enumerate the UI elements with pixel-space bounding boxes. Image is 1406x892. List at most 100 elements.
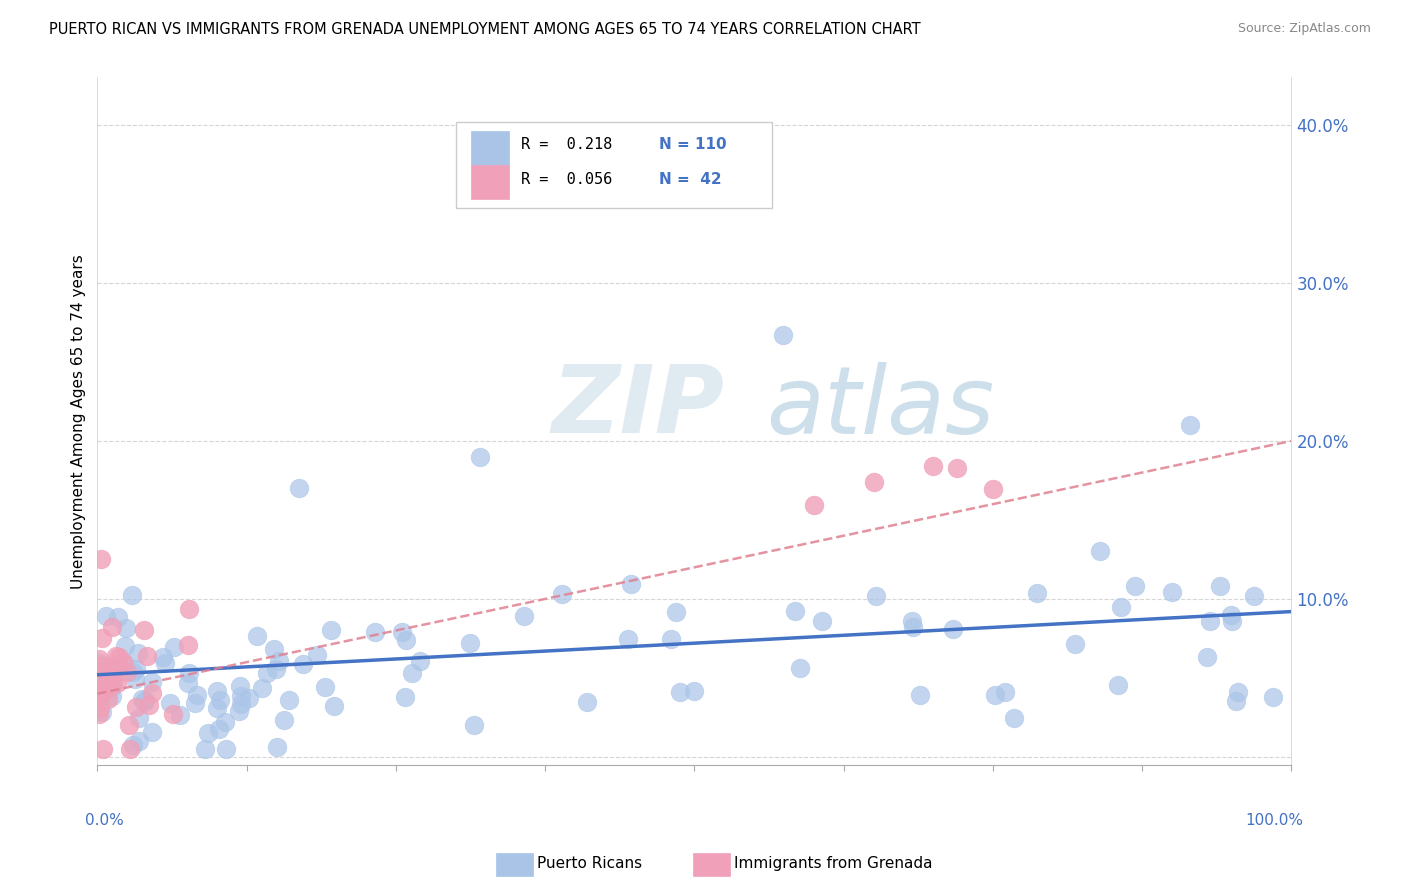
Point bbox=[513, 608, 536, 623]
Point bbox=[121, 588, 143, 602]
Point bbox=[250, 681, 273, 695]
Point bbox=[238, 691, 260, 706]
Point bbox=[89, 706, 111, 721]
Point bbox=[87, 670, 110, 684]
Point bbox=[1243, 589, 1265, 603]
Point bbox=[617, 632, 640, 646]
Point bbox=[994, 685, 1017, 699]
Point bbox=[214, 714, 236, 729]
Point bbox=[134, 693, 156, 707]
Point bbox=[208, 722, 231, 736]
Point bbox=[90, 658, 112, 673]
Point bbox=[108, 661, 131, 675]
Point bbox=[668, 684, 690, 698]
Text: ZIP: ZIP bbox=[551, 361, 724, 453]
Point bbox=[155, 656, 177, 670]
Point bbox=[115, 621, 138, 635]
Text: N =  42: N = 42 bbox=[658, 171, 721, 186]
Text: 0.0%: 0.0% bbox=[86, 813, 124, 828]
Point bbox=[159, 696, 181, 710]
Point bbox=[409, 654, 432, 668]
Point bbox=[1107, 678, 1129, 692]
Point bbox=[208, 692, 231, 706]
Point bbox=[901, 614, 924, 628]
Point bbox=[94, 680, 117, 694]
Point bbox=[162, 707, 184, 722]
Point bbox=[1002, 711, 1025, 725]
Point bbox=[177, 601, 200, 615]
Point bbox=[169, 707, 191, 722]
FancyBboxPatch shape bbox=[456, 122, 772, 208]
Point bbox=[100, 681, 122, 695]
Point bbox=[246, 629, 269, 643]
Point bbox=[91, 705, 114, 719]
Point bbox=[105, 676, 128, 690]
Point bbox=[179, 665, 201, 680]
Point bbox=[785, 604, 807, 618]
Point bbox=[266, 740, 288, 755]
Point bbox=[90, 552, 112, 566]
Point bbox=[307, 648, 329, 662]
Point bbox=[665, 605, 688, 619]
Point bbox=[1064, 637, 1087, 651]
Point bbox=[205, 700, 228, 714]
Text: atlas: atlas bbox=[766, 362, 994, 453]
Point bbox=[394, 632, 416, 647]
Text: Immigrants from Grenada: Immigrants from Grenada bbox=[734, 856, 932, 871]
Point bbox=[132, 623, 155, 637]
Point bbox=[87, 668, 110, 682]
Point bbox=[1025, 586, 1047, 600]
Text: 100.0%: 100.0% bbox=[1246, 813, 1303, 828]
Point bbox=[981, 482, 1004, 496]
Point bbox=[551, 586, 574, 600]
Point bbox=[152, 650, 174, 665]
Point bbox=[1109, 599, 1132, 614]
Point bbox=[89, 687, 111, 701]
Point bbox=[266, 662, 288, 676]
Point bbox=[229, 697, 252, 711]
Point bbox=[1199, 614, 1222, 628]
Point bbox=[862, 475, 884, 490]
Point bbox=[101, 677, 124, 691]
Point bbox=[321, 623, 343, 637]
Text: R =  0.218: R = 0.218 bbox=[522, 137, 613, 153]
Point bbox=[468, 450, 491, 464]
Point bbox=[1225, 694, 1247, 708]
Point bbox=[803, 498, 825, 512]
Point bbox=[138, 698, 160, 712]
Point bbox=[125, 663, 148, 677]
Point bbox=[131, 692, 153, 706]
Point bbox=[97, 691, 120, 706]
Point bbox=[128, 733, 150, 747]
Point bbox=[194, 742, 217, 756]
Point bbox=[93, 673, 115, 687]
Point bbox=[908, 688, 931, 702]
Point bbox=[1209, 579, 1232, 593]
Point bbox=[946, 461, 969, 475]
Point bbox=[620, 577, 643, 591]
Point bbox=[322, 698, 344, 713]
Point bbox=[1195, 649, 1218, 664]
Point bbox=[107, 610, 129, 624]
Point bbox=[391, 625, 413, 640]
Point bbox=[105, 662, 128, 676]
Point bbox=[1088, 544, 1111, 558]
Point bbox=[1123, 579, 1146, 593]
Point bbox=[1220, 614, 1243, 628]
Point bbox=[256, 666, 278, 681]
Point bbox=[91, 742, 114, 756]
Point bbox=[273, 714, 295, 728]
Point bbox=[575, 695, 598, 709]
Point bbox=[124, 700, 146, 714]
Point bbox=[87, 689, 110, 703]
Point bbox=[1263, 690, 1285, 704]
Point bbox=[91, 631, 114, 645]
Point bbox=[228, 704, 250, 718]
Point bbox=[127, 646, 149, 660]
Point bbox=[122, 738, 145, 752]
Point bbox=[94, 609, 117, 624]
Point bbox=[186, 688, 208, 702]
Point bbox=[105, 648, 128, 663]
Point bbox=[135, 648, 157, 663]
Point bbox=[114, 640, 136, 654]
